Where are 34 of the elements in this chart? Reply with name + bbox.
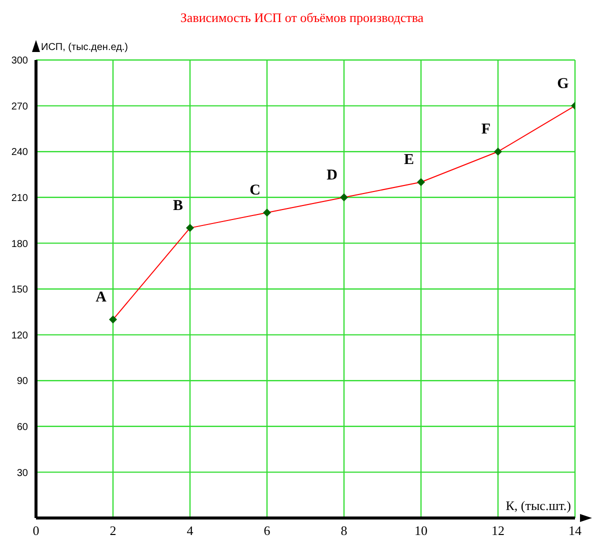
x-tick-label: 10 [414, 523, 428, 538]
y-tick-label: 210 [11, 192, 28, 204]
y-tick-label: 150 [11, 284, 28, 296]
y-axis-title: ИСП, (тыс.ден.ед.) [41, 42, 128, 53]
annotation: A [96, 290, 107, 306]
y-tick-label: 30 [16, 468, 28, 479]
annotation: G [557, 76, 570, 92]
y-tick-label: 120 [11, 330, 28, 342]
point [417, 178, 425, 186]
annotation: D [326, 167, 338, 184]
x-tick-label: 12 [492, 523, 504, 538]
x-tick-label: 8 [340, 523, 348, 538]
y-tick-label: 270 [11, 101, 28, 112]
y-tick-label: 300 [11, 56, 28, 67]
y-tick-label: 180 [11, 238, 28, 250]
chart-title: Зависимость ИСП от объёмов производства [180, 10, 424, 25]
annotation: C [250, 182, 260, 199]
x-tick-label: 6 [264, 523, 271, 538]
x-tick-label: 4 [186, 523, 194, 538]
annotation: F [481, 122, 491, 138]
point [109, 316, 117, 324]
point [340, 193, 348, 202]
annotation: E [404, 152, 414, 168]
x-axis-title: К, (тыс.шт.) [506, 498, 571, 513]
point [263, 208, 271, 217]
y-tick-label: 240 [11, 147, 28, 158]
y-tick-label: 60 [16, 422, 28, 433]
annotation: B [172, 198, 184, 214]
x-tick-label: 0 [32, 523, 40, 538]
x-tick-label: 2 [110, 523, 116, 538]
point [494, 148, 502, 156]
point [186, 224, 194, 232]
y-tick-label: 90 [16, 376, 28, 388]
x-tick-label: 14 [568, 523, 582, 538]
